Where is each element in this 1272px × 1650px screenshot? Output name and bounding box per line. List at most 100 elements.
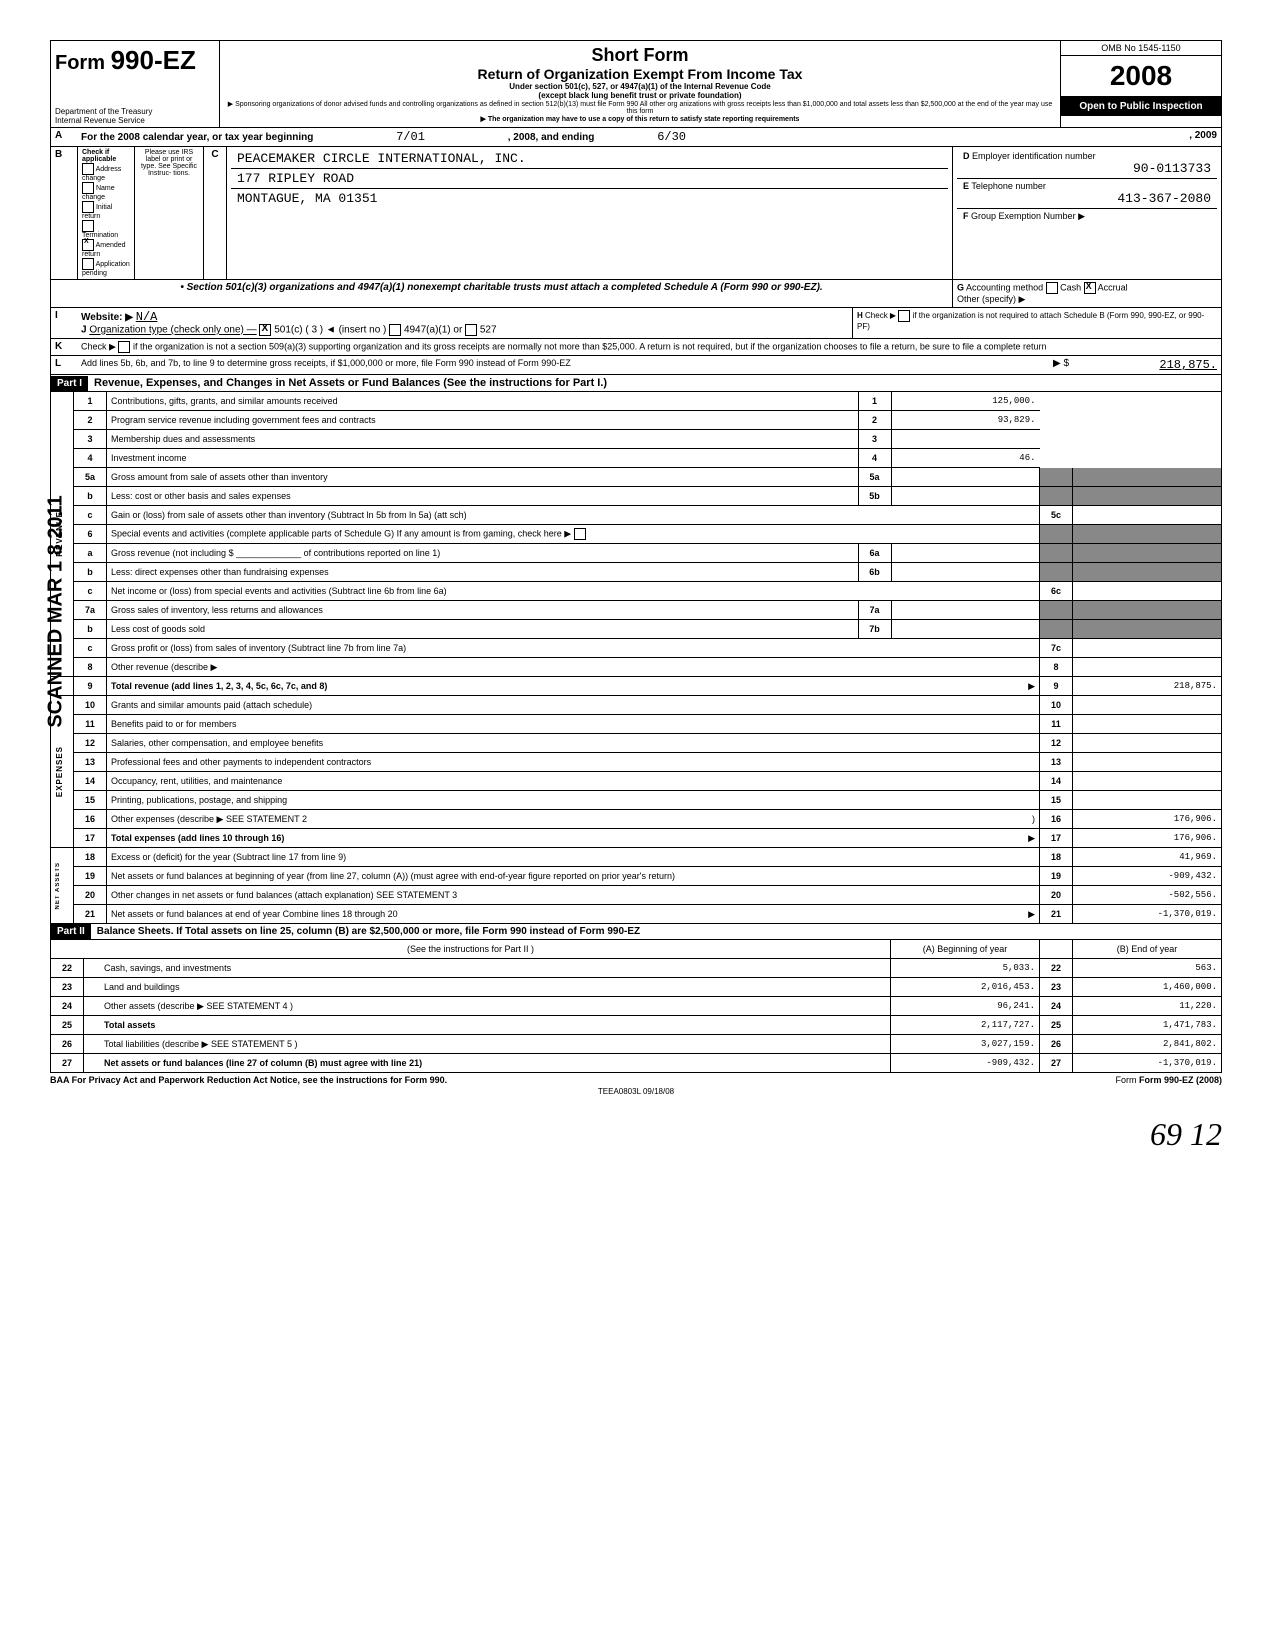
part-ii-label: Part II bbox=[51, 924, 91, 939]
ijh-row: I Website: ▶ N/A J Organization type (ch… bbox=[50, 308, 1222, 339]
line-8: 8Other revenue (describe ▶8 bbox=[51, 658, 1222, 677]
b-opt-1[interactable]: Name change bbox=[82, 182, 130, 201]
line-19: 19Net assets or fund balances at beginni… bbox=[51, 867, 1222, 886]
l-arrow: ▶ $ bbox=[1025, 356, 1073, 374]
org-street: 177 RIPLEY ROAD bbox=[231, 169, 948, 189]
line-1: REVENUE 1 Contributions, gifts, grants, … bbox=[51, 392, 1222, 411]
letter-b: B bbox=[51, 147, 78, 279]
letter-c: C bbox=[204, 147, 227, 279]
dept1: Department of the Treasury bbox=[55, 107, 152, 116]
h-check[interactable] bbox=[898, 310, 910, 322]
dept-treasury: Department of the Treasury Internal Reve… bbox=[55, 107, 152, 125]
b-opt-3[interactable]: Termination bbox=[82, 220, 130, 239]
part-ii-title: Balance Sheets. If Total assets on line … bbox=[91, 924, 646, 939]
website-value: N/A bbox=[136, 310, 158, 324]
j-label: Organization type (check only one) — bbox=[89, 325, 256, 336]
line-17: 17Total expenses (add lines 10 through 1… bbox=[51, 829, 1222, 848]
k-check[interactable] bbox=[118, 341, 130, 353]
e-label: Telephone number bbox=[971, 181, 1046, 191]
b-opt-0[interactable]: Address change bbox=[82, 163, 130, 182]
website-label: Website: ▶ bbox=[81, 312, 133, 323]
bal-27: 27Net assets or fund balances (line 27 o… bbox=[51, 1054, 1222, 1073]
header-center: Short Form Return of Organization Exempt… bbox=[220, 41, 1060, 127]
f-label: Group Exemption Number bbox=[971, 211, 1076, 221]
f-arrow: ▶ bbox=[1078, 211, 1085, 221]
j-527-check[interactable] bbox=[465, 324, 477, 336]
col-b-header: (B) End of year bbox=[1073, 940, 1222, 959]
sponsor-note: ▶ Sponsoring organizations of donor advi… bbox=[224, 100, 1056, 115]
line-14: 14Occupancy, rent, utilities, and mainte… bbox=[51, 772, 1222, 791]
bal-23: 23Land and buildings2,016,453.231,460,00… bbox=[51, 978, 1222, 997]
form-prefix: Form bbox=[55, 52, 105, 74]
l1-num: 1 bbox=[74, 392, 107, 411]
part-i-header: Part I Revenue, Expenses, and Changes in… bbox=[50, 375, 1222, 392]
b-opt-4[interactable]: Amended return bbox=[82, 239, 130, 258]
part-i-title: Revenue, Expenses, and Changes in Net As… bbox=[88, 375, 613, 391]
bal-25: 25Total assets2,117,727.251,471,783. bbox=[51, 1016, 1222, 1035]
gaming-check[interactable] bbox=[574, 528, 586, 540]
g-accrual-check[interactable] bbox=[1084, 282, 1096, 294]
j-501c-check[interactable] bbox=[259, 324, 271, 336]
j-4947-check[interactable] bbox=[389, 324, 401, 336]
j-opt3: 527 bbox=[480, 325, 497, 336]
org-name: PEACEMAKER CIRCLE INTERNATIONAL, INC. bbox=[231, 149, 948, 169]
bal-26: 26Total liabilities (describe ▶ SEE STAT… bbox=[51, 1035, 1222, 1054]
l-text: Add lines 5b, 6b, and 7b, to line 9 to d… bbox=[77, 356, 1025, 374]
section-g-row: • Section 501(c)(3) organizations and 49… bbox=[50, 280, 1222, 308]
line-5a: 5aGross amount from sale of assets other… bbox=[51, 468, 1222, 487]
netassets-vlabel: NET ASSETS bbox=[55, 862, 61, 909]
g-block: G Accounting method Cash Accrual Other (… bbox=[952, 280, 1221, 307]
d-label: Employer identification number bbox=[972, 151, 1096, 161]
j-opt2: 4947(a)(1) or bbox=[404, 325, 462, 336]
line-15: 15Printing, publications, postage, and s… bbox=[51, 791, 1222, 810]
line-k: K Check ▶ if the organization is not a s… bbox=[50, 339, 1222, 356]
period-mid: , 2008, and ending bbox=[508, 132, 595, 143]
part-i-label: Part I bbox=[51, 376, 88, 391]
line-16: 16Other expenses (describe ▶ SEE STATEME… bbox=[51, 810, 1222, 829]
tax-year: 2008 bbox=[1061, 56, 1221, 96]
line-6a: aGross revenue (not including $ ________… bbox=[51, 544, 1222, 563]
period-begin: 7/01 bbox=[396, 130, 425, 144]
j-opt1: 501(c) ( 3 ) ◄ (insert no ) bbox=[274, 325, 386, 336]
k-text: if the organization is not a section 509… bbox=[133, 341, 1047, 351]
bal-22: 22Cash, savings, and investments5,033.22… bbox=[51, 959, 1222, 978]
line-6c: cNet income or (loss) from special event… bbox=[51, 582, 1222, 601]
balance-header-row: (See the instructions for Part II ) (A) … bbox=[51, 940, 1222, 959]
omb-number: OMB No 1545-1150 bbox=[1061, 41, 1221, 56]
letter-k: K bbox=[51, 339, 77, 355]
footer-center: TEEA0803L 09/18/08 bbox=[50, 1087, 1222, 1096]
line-7a: 7aGross sales of inventory, less returns… bbox=[51, 601, 1222, 620]
line-3: 3Membership dues and assessments3 bbox=[51, 430, 1222, 449]
please-use-irs: Please use IRS label or print or type. S… bbox=[135, 147, 204, 279]
address-block: PEACEMAKER CIRCLE INTERNATIONAL, INC. 17… bbox=[227, 147, 952, 279]
expenses-vlabel: EXPENSES bbox=[55, 746, 64, 797]
line-11: 11Benefits paid to or for members11 bbox=[51, 715, 1222, 734]
line-10: EXPENSES 10Grants and similar amounts pa… bbox=[51, 696, 1222, 715]
line-a: A For the 2008 calendar year, or tax yea… bbox=[50, 128, 1222, 147]
letter-a: A bbox=[51, 128, 77, 146]
b-opt-2[interactable]: Initial return bbox=[82, 201, 130, 220]
line-6b: bLess: direct expenses other than fundra… bbox=[51, 563, 1222, 582]
bcdef-block: B Check if applicable Address change Nam… bbox=[50, 147, 1222, 280]
form-number: Form 990-EZ bbox=[55, 45, 215, 76]
form-header: Form 990-EZ Department of the Treasury I… bbox=[50, 40, 1222, 128]
g-cash-check[interactable] bbox=[1046, 282, 1058, 294]
b-opt-5[interactable]: Application pending bbox=[82, 258, 130, 277]
form-990ez: 990-EZ bbox=[111, 45, 196, 75]
footer-right: Form Form 990-EZ (2008) bbox=[1115, 1075, 1222, 1085]
header-right: OMB No 1545-1150 2008 Open to Public Ins… bbox=[1060, 41, 1221, 127]
letter-i: I bbox=[51, 308, 77, 338]
b-checkboxes: Check if applicable Address change Name … bbox=[78, 147, 135, 279]
period-end: 6/30 bbox=[657, 130, 686, 144]
part-ii-header: Part II Balance Sheets. If Total assets … bbox=[50, 924, 1222, 940]
subtitle2: (except black lung benefit trust or priv… bbox=[224, 91, 1056, 100]
b-label: Check if applicable bbox=[82, 149, 130, 163]
bal-24: 24Other assets (describe ▶ SEE STATEMENT… bbox=[51, 997, 1222, 1016]
l1-desc: Contributions, gifts, grants, and simila… bbox=[107, 392, 859, 411]
form-page: SCANNED MAR 1 8 2011 Form 990-EZ Departm… bbox=[50, 40, 1222, 1153]
part-ii-instr: (See the instructions for Part II ) bbox=[51, 940, 891, 959]
f-block: F Group Exemption Number ▶ bbox=[957, 209, 1217, 224]
line-9: 9Total revenue (add lines 1, 2, 3, 4, 5c… bbox=[51, 677, 1222, 696]
k-label: Check ▶ bbox=[81, 341, 116, 351]
line-6: 6Special events and activities (complete… bbox=[51, 525, 1222, 544]
